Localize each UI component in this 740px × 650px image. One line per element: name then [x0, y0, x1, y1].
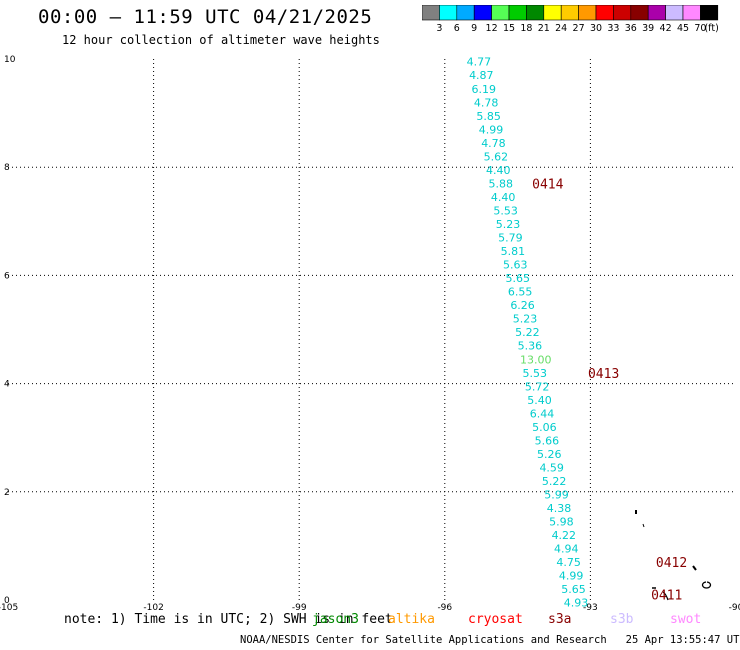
wave-height-label: 5.53	[522, 367, 547, 380]
legend-jason3: jason3	[312, 612, 359, 627]
wave-height-label: 4.99	[479, 123, 504, 136]
x-tick-label: -105	[0, 603, 18, 610]
colorbar-label: 30	[590, 23, 602, 34]
generated-timestamp: 25 Apr 13:55:47 UTC 2025	[625, 634, 740, 646]
wave-height-label: 6.19	[471, 83, 496, 96]
pass-time-label: 0413	[588, 367, 619, 382]
y-tick-label: 4	[4, 380, 10, 390]
wave-height-label: 4.75	[556, 556, 581, 569]
legend-swot: swot	[670, 612, 702, 627]
wave-height-label: 5.06	[532, 421, 557, 434]
colorbar-label: 3	[436, 23, 442, 34]
legend-s3b: s3b	[610, 612, 634, 627]
x-tick-label: -93	[583, 603, 598, 610]
y-tick-label: 0	[4, 596, 10, 606]
wave-height-label: 5.66	[535, 434, 560, 447]
map-subtitle: 12 hour collection of altimeter wave hei…	[62, 33, 380, 47]
wave-height-label: 5.53	[493, 204, 518, 217]
credit-text: NOAA/NESDIS Center for Satellite Applica…	[240, 634, 607, 646]
colorbar-swatch	[700, 5, 719, 21]
wave-height-label: 13.00	[520, 353, 552, 366]
colorbar-label: 24	[555, 23, 567, 34]
x-tick-label: -90	[729, 603, 740, 610]
legend-cryosat: cryosat	[468, 612, 523, 627]
colorbar-label: 45	[677, 23, 689, 34]
map-title: 00:00 – 11:59 UTC 04/21/2025	[38, 6, 373, 28]
wave-height-label: 5.22	[542, 475, 567, 488]
colorbar-label: 18	[520, 23, 532, 34]
colorbar-label: 6	[454, 23, 460, 34]
legend-s3a: s3a	[548, 612, 572, 627]
wave-height-label: 5.65	[561, 583, 586, 596]
note-text: note: 1) Time is in UTC; 2) SWH is in fe…	[64, 612, 393, 627]
legend-altika: altika	[388, 612, 435, 627]
colorbar-unit: (ft)	[704, 23, 718, 34]
wave-height-label: 5.81	[501, 245, 526, 258]
colorbar-label: 42	[660, 23, 672, 34]
colorbar-label: 70	[694, 23, 706, 34]
x-tick-label: -99	[292, 603, 307, 610]
wave-height-label: 4.99	[559, 570, 584, 583]
pass-time-label: 0411	[651, 589, 682, 604]
colorbar-label: 33	[607, 23, 619, 34]
wave-height-label: 4.40	[486, 164, 511, 177]
wave-height-label: 5.26	[537, 448, 562, 461]
wave-height-label: 6.44	[530, 407, 555, 420]
credit-line: NOAA/NESDIS Center for Satellite Applica…	[240, 634, 740, 646]
colorbar-label: 39	[642, 23, 654, 34]
y-tick-label: 2	[4, 488, 10, 498]
colorbar-label: 21	[538, 23, 550, 34]
wave-height-label: 5.36	[518, 340, 543, 353]
wave-height-label: 6.26	[510, 299, 535, 312]
wave-height-label: 4.59	[539, 461, 564, 474]
coastline-fragment	[701, 581, 712, 589]
wave-height-label: 4.38	[547, 502, 572, 515]
wave-height-label: 5.63	[503, 259, 528, 272]
wave-height-label: 6.55	[508, 286, 532, 299]
coastline-fragment	[692, 565, 697, 571]
colorbar-label: 9	[471, 23, 477, 34]
x-tick-label: -96	[437, 603, 452, 610]
coastline-fragment	[662, 591, 669, 601]
wave-height-label: 4.78	[481, 137, 506, 150]
wave-height-map: 0246810-105-102-99-96-93-904.774.876.194…	[0, 55, 740, 610]
wave-height-label: 5.72	[525, 380, 550, 393]
wave-height-label: 5.40	[527, 394, 552, 407]
y-tick-label: 6	[4, 271, 10, 281]
wave-height-label: 4.77	[467, 56, 492, 69]
wave-height-label: 5.22	[515, 326, 540, 339]
wave-height-label: 4.94	[554, 543, 579, 556]
wave-height-label: 4.93	[564, 597, 589, 610]
wave-height-label: 5.23	[513, 313, 538, 326]
wave-height-label: 5.99	[544, 489, 569, 502]
colorbar-label: 27	[573, 23, 585, 34]
wave-height-label: 5.85	[476, 110, 501, 123]
wave-height-label: 5.65	[505, 272, 530, 285]
x-tick-label: -102	[143, 603, 163, 610]
wave-height-label: 4.40	[491, 191, 516, 204]
colorbar-label: 36	[625, 23, 637, 34]
wave-height-label: 4.87	[469, 69, 494, 82]
wave-height-label: 5.79	[498, 232, 522, 245]
colorbar-label: 15	[503, 23, 515, 34]
y-tick-label: 8	[4, 163, 10, 173]
wave-height-label: 5.98	[549, 516, 574, 529]
wave-height-label: 5.23	[496, 218, 521, 231]
pass-time-label: 0414	[532, 177, 563, 192]
wave-height-label: 5.88	[488, 177, 512, 190]
pass-time-label: 0412	[656, 556, 687, 571]
wave-height-label: 5.62	[484, 150, 509, 163]
coastline-fragment	[642, 523, 645, 528]
wave-height-label: 4.22	[552, 529, 577, 542]
wave-height-label: 4.78	[474, 96, 499, 109]
colorbar-label: 12	[486, 23, 498, 34]
y-tick-label: 10	[4, 55, 16, 65]
wave-height-colorbar: 3 6 9 12 15 18 21 24 27 30 33 36 39 42 45 70(ft)	[422, 5, 719, 34]
